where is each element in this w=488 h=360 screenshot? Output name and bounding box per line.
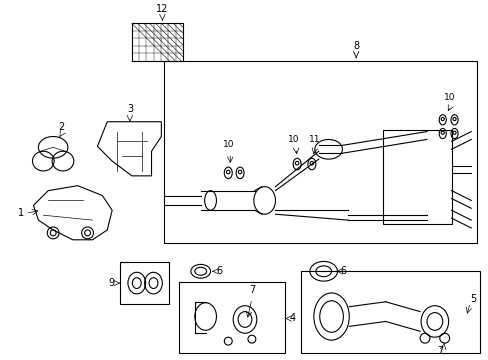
Text: 7: 7 [248,285,254,295]
Text: 4: 4 [289,314,295,324]
Bar [120,262,169,304]
Text: 6: 6 [216,266,222,276]
Bar [382,130,450,224]
Text: 11: 11 [308,135,320,144]
Text: 5: 5 [469,294,475,304]
Text: 1: 1 [18,208,23,218]
Bar [179,282,285,353]
Bar [301,271,479,353]
Text: 12: 12 [156,4,168,14]
Bar [132,23,183,61]
Text: 10: 10 [222,140,234,149]
Text: 6: 6 [340,266,346,276]
Text: 8: 8 [352,41,359,51]
Text: 10: 10 [443,93,454,102]
Text: 10: 10 [288,135,299,144]
Text: 9: 9 [108,278,114,288]
Text: 2: 2 [58,122,64,132]
Text: 7: 7 [437,346,443,356]
Text: 3: 3 [126,104,133,114]
Bar [164,61,476,243]
